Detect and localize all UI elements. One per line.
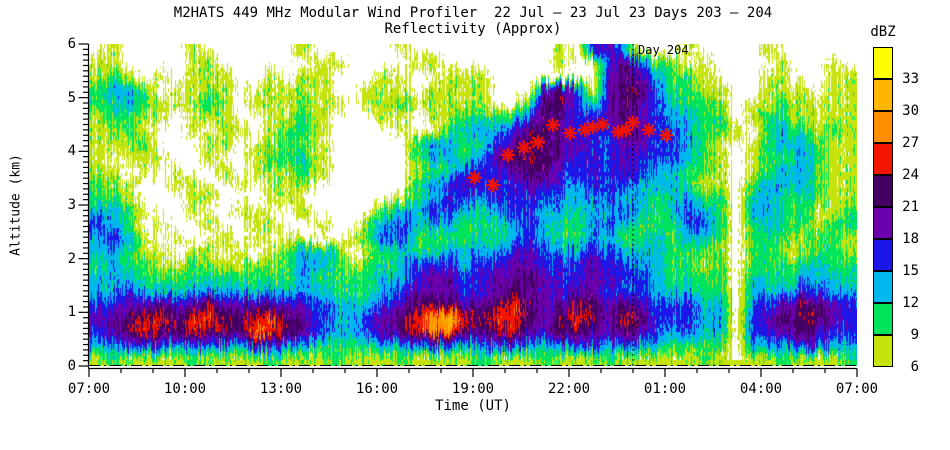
colorbar-label: 6 xyxy=(910,359,919,375)
colorbar-block xyxy=(873,47,893,79)
colorbar-block xyxy=(873,207,893,239)
colorbar-block xyxy=(873,111,893,143)
x-tick-label: 13:00 xyxy=(259,381,303,397)
colorbar-label: 27 xyxy=(902,135,919,151)
colorbar-label: 9 xyxy=(910,327,919,343)
x-tick-label: 22:00 xyxy=(547,381,591,397)
y-tick-label: 6 xyxy=(67,36,76,52)
colorbar-block xyxy=(873,79,893,111)
x-tick-label: 01:00 xyxy=(643,381,687,397)
colorbar-title: dBZ xyxy=(870,24,896,40)
y-axis-title: Altitude (km) xyxy=(8,154,24,256)
colorbar-block xyxy=(873,175,893,207)
colorbar-label: 33 xyxy=(902,71,919,87)
chart-subtitle: Reflectivity (Approx) xyxy=(384,21,562,37)
x-tick-label: 16:00 xyxy=(355,381,399,397)
colorbar-label: 24 xyxy=(902,167,919,183)
y-tick-label: 0 xyxy=(67,358,76,374)
colorbar-block xyxy=(873,335,893,367)
x-tick-label: 07:00 xyxy=(67,381,111,397)
chart-title: M2HATS 449 MHz Modular Wind Profiler 22 … xyxy=(173,5,773,21)
x-tick-label: 04:00 xyxy=(739,381,783,397)
x-tick-label: 10:00 xyxy=(163,381,207,397)
x-tick-label: 19:00 xyxy=(451,381,495,397)
colorbar-label: 21 xyxy=(902,199,919,215)
day-204-label: Day 204 xyxy=(638,43,689,57)
y-tick-label: 5 xyxy=(67,89,76,106)
colorbar-block xyxy=(873,143,893,175)
reflectivity-heatmap xyxy=(89,44,857,366)
colorbar-block xyxy=(873,303,893,335)
colorbar-label: 12 xyxy=(902,295,919,311)
colorbar-label: 30 xyxy=(902,103,919,119)
y-tick-label: 4 xyxy=(67,143,76,160)
y-tick-label: 2 xyxy=(67,250,76,267)
colorbar-label: 18 xyxy=(902,231,919,247)
colorbar-block xyxy=(873,239,893,271)
colorbar-block xyxy=(873,271,893,303)
y-tick-label: 3 xyxy=(67,197,76,213)
y-tick-label: 1 xyxy=(67,304,76,321)
colorbar-label: 15 xyxy=(902,263,919,279)
x-axis-title: Time (UT) xyxy=(435,398,511,414)
x-tick-label: 07:00 xyxy=(835,381,879,397)
